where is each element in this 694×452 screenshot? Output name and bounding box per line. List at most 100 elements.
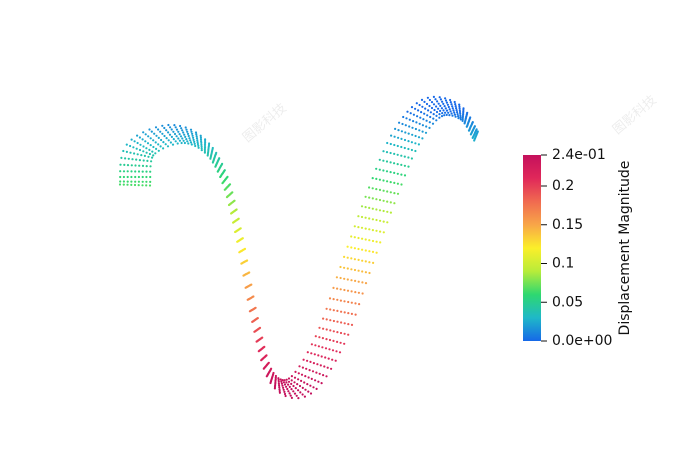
point [135, 147, 138, 150]
point [190, 130, 193, 133]
point [385, 170, 389, 173]
point [240, 262, 243, 265]
point [420, 98, 424, 101]
point [144, 140, 147, 143]
point [407, 165, 410, 168]
point [134, 180, 137, 183]
point [199, 138, 203, 141]
point [361, 270, 364, 273]
point [339, 276, 342, 280]
point [200, 140, 203, 143]
point [154, 126, 158, 129]
point [452, 109, 455, 112]
point [288, 392, 291, 395]
point [149, 165, 152, 168]
point [322, 374, 325, 377]
point [461, 116, 464, 119]
point [262, 367, 265, 370]
point [199, 136, 202, 139]
point [412, 120, 415, 123]
point [163, 134, 166, 138]
point [354, 291, 357, 294]
point [357, 236, 360, 240]
point [141, 164, 145, 167]
point [398, 121, 401, 124]
point [134, 164, 137, 167]
point [141, 170, 144, 173]
point [450, 112, 453, 115]
point [418, 129, 421, 132]
point [162, 147, 165, 150]
point [453, 113, 456, 116]
point [382, 169, 385, 172]
point [147, 155, 150, 158]
point [307, 376, 310, 379]
point [382, 209, 385, 213]
point [153, 132, 156, 135]
point [305, 367, 308, 370]
point [385, 160, 389, 163]
point [190, 143, 193, 146]
point [172, 130, 175, 133]
point [283, 392, 287, 396]
point [174, 140, 177, 143]
point [204, 139, 207, 143]
point [132, 146, 135, 149]
point [274, 378, 277, 381]
point [434, 98, 437, 101]
point [396, 153, 399, 156]
point [318, 372, 321, 375]
point [157, 149, 160, 152]
point [455, 109, 458, 112]
point [386, 210, 389, 213]
point [204, 138, 207, 141]
point [203, 144, 207, 148]
point [257, 350, 260, 353]
point [473, 139, 476, 142]
point [407, 132, 410, 135]
point [378, 188, 382, 191]
point [119, 163, 122, 166]
point [409, 112, 412, 115]
point [340, 321, 343, 324]
point [146, 159, 149, 162]
point [393, 202, 396, 205]
point [439, 98, 442, 101]
point [206, 154, 209, 157]
point [458, 105, 461, 108]
point [407, 140, 410, 143]
point [357, 291, 360, 294]
point [167, 131, 170, 134]
point [444, 99, 448, 102]
point [462, 108, 465, 111]
point [418, 103, 421, 107]
point [295, 394, 298, 397]
point [230, 212, 233, 215]
point [354, 279, 357, 282]
point [459, 114, 462, 117]
point [277, 382, 280, 385]
point [281, 384, 284, 387]
point [461, 119, 464, 122]
point [141, 180, 144, 183]
point [322, 317, 325, 320]
point [458, 110, 462, 114]
point [142, 145, 145, 148]
point [429, 111, 432, 114]
point [332, 339, 335, 342]
point [145, 184, 148, 187]
point [393, 181, 396, 184]
point [364, 260, 367, 263]
point [371, 197, 374, 200]
point [382, 199, 385, 202]
point [189, 128, 193, 131]
point [339, 341, 342, 344]
point [432, 95, 435, 98]
point [145, 147, 148, 150]
point [350, 257, 353, 260]
point [361, 237, 364, 240]
point [441, 112, 444, 115]
point [350, 323, 354, 326]
point [453, 100, 456, 104]
point [350, 301, 353, 304]
